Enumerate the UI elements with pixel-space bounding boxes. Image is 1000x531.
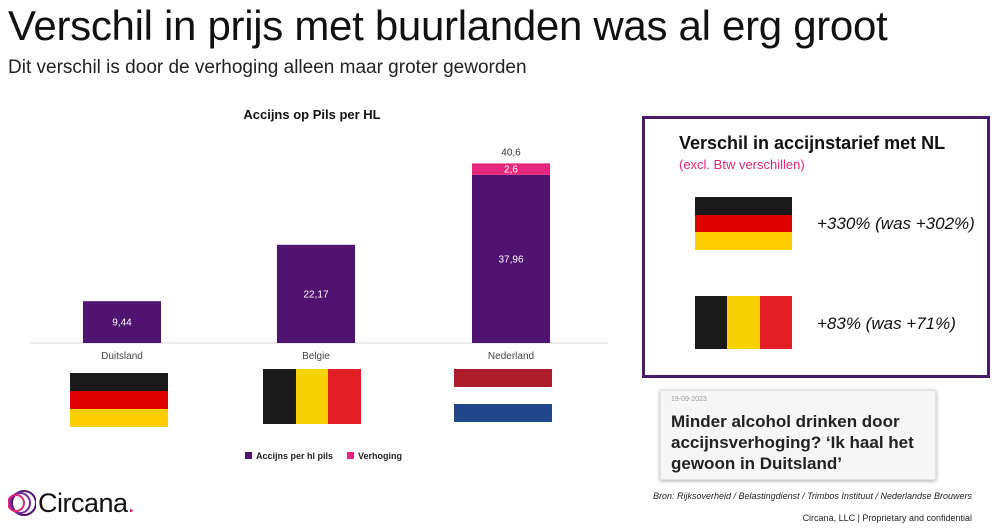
circana-logo: Circana. bbox=[8, 487, 135, 519]
circana-logo-icon bbox=[8, 490, 36, 516]
excise-bar-chart: Accijns op Pils per HL 9,44 22,17 37,96 2,6… bbox=[30, 107, 608, 461]
category-label: Duitsland bbox=[101, 351, 143, 362]
news-article-card[interactable]: 19-09-2023 Minder alcohol drinken door a… bbox=[660, 390, 936, 480]
bar-nederland-series-0 bbox=[472, 174, 550, 343]
legend-label: Accijns per hl pils bbox=[256, 451, 333, 461]
excise-difference-panel: Verschil in accijnstarief met NL (excl. … bbox=[642, 116, 990, 378]
bar-value-label: 22,17 bbox=[303, 289, 328, 300]
category-label: Belgie bbox=[302, 351, 330, 362]
flag-stripe bbox=[727, 296, 760, 349]
bar-value-label: 2,6 bbox=[504, 165, 518, 176]
flag-stripe bbox=[70, 391, 168, 409]
panel-subtitle: (excl. Btw verschillen) bbox=[679, 157, 805, 172]
page-subtitle: Dit verschil is door de verhoging alleen… bbox=[8, 57, 527, 78]
bar-value-label: 9,44 bbox=[112, 318, 132, 329]
flag-stripe bbox=[759, 296, 792, 349]
bar-belgie-series-0 bbox=[277, 244, 355, 343]
bar-value-label: 37,96 bbox=[498, 254, 523, 265]
flag-stripe bbox=[70, 373, 168, 391]
flag-stripe bbox=[454, 404, 552, 423]
germany-flag-icon bbox=[70, 373, 168, 427]
germany-flag-icon bbox=[695, 197, 792, 251]
chart-title: Accijns op Pils per HL bbox=[243, 107, 380, 122]
flag-stripe bbox=[295, 369, 329, 424]
flag-stripe bbox=[263, 369, 296, 424]
flag-stripe bbox=[454, 369, 552, 387]
flag-stripe bbox=[454, 386, 552, 405]
germany-difference-value: +330% (was +302%) bbox=[817, 214, 975, 233]
flag-stripe bbox=[695, 232, 792, 251]
category-label: Nederland bbox=[488, 351, 534, 362]
news-date: 19-09-2023 bbox=[671, 396, 707, 403]
flag-stripe bbox=[695, 296, 728, 349]
bar-total-label: 40,6 bbox=[501, 147, 521, 158]
flag-stripe bbox=[328, 369, 362, 424]
page-title: Verschil in prijs met buurlanden was al … bbox=[8, 2, 888, 49]
brand-dot: . bbox=[127, 487, 136, 518]
footer-text: Circana, LLC | Proprietary and confident… bbox=[802, 513, 972, 523]
brand-name: Circana bbox=[38, 487, 128, 518]
legend-swatch bbox=[347, 452, 355, 459]
belgium-difference-value: +83% (was +71%) bbox=[817, 314, 956, 333]
flag-stripe bbox=[695, 214, 792, 233]
bar-duitsland-series-0 bbox=[83, 301, 161, 343]
belgium-flag-icon bbox=[695, 296, 792, 349]
flag-stripe bbox=[695, 197, 792, 215]
panel-title: Verschil in accijnstarief met NL bbox=[679, 133, 946, 153]
chart-legend: Accijns per hl pils Verhoging bbox=[245, 451, 402, 461]
source-note: Bron: Rijksoverheid / Belastingdienst / … bbox=[653, 491, 972, 501]
news-headline: Minder alcohol drinken door accijnsverho… bbox=[671, 412, 914, 473]
belgium-flag-icon bbox=[263, 369, 362, 424]
bar-nederland-series-1 bbox=[472, 163, 550, 175]
legend-swatch bbox=[245, 452, 252, 459]
flag-stripe bbox=[70, 409, 168, 427]
netherlands-flag-icon bbox=[454, 369, 552, 423]
legend-label: Verhoging bbox=[358, 451, 402, 461]
